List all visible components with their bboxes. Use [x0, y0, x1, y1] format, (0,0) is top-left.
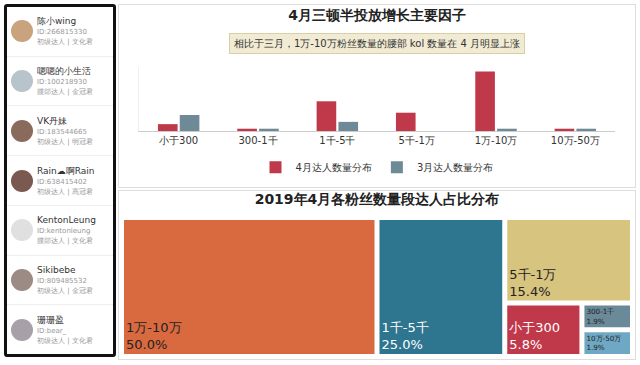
html-text:腰部达人 | 金冠君: 腰部达人 | 金冠君: [37, 88, 93, 97]
svg-text:1千-5千: 1千-5千: [319, 135, 355, 146]
html-text:VK丹妹: VK丹妹: [37, 115, 68, 126]
svg-text:4月三顿半投放增长主要因子: 4月三顿半投放增长主要因子: [288, 7, 466, 23]
html-text:KentonLeung: KentonLeung: [37, 215, 96, 226]
svg-text:300-1千: 300-1千: [238, 135, 277, 146]
svg-text:5千-1万: 5千-1万: [398, 135, 434, 146]
html-text:初级达人 | 高冠君: 初级达人 | 高冠君: [37, 187, 93, 196]
svg-text:300-1千1.9%: 300-1千1.9%: [586, 307, 614, 325]
html-text:嗯嗯的小生活: 嗯嗯的小生活: [37, 66, 91, 77]
svg-text:相比于三月，1万-10万粉丝数量的腰部 kol 数量在 4: 相比于三月，1万-10万粉丝数量的腰部 kol 数量在 4 月明显上涨: [234, 38, 520, 49]
svg-text:3月达人数量分布: 3月达人数量分布: [417, 162, 493, 173]
html-text:ID:266815330: ID:266815330: [37, 28, 87, 37]
html-text:珊珊盈: 珊珊盈: [37, 314, 64, 325]
svg-text:小于300: 小于300: [159, 135, 198, 146]
html-text:初级达人 | 金冠君: 初级达人 | 金冠君: [37, 287, 93, 295]
svg-text:1千-5千25.0%: 1千-5千25.0%: [382, 320, 429, 352]
svg-text:1万-10万: 1万-10万: [475, 135, 518, 146]
html-text:初级达人 | 文化君: 初级达人 | 文化君: [37, 336, 93, 345]
html-text:陈小wing: 陈小wing: [37, 16, 77, 27]
html-text:ID:183544665: ID:183544665: [37, 127, 87, 136]
svg-text:4月达人数量分布: 4月达人数量分布: [296, 162, 372, 173]
html-text:ID:bear_: ID:bear_: [37, 326, 67, 335]
html-text:Sikibebe: Sikibebe: [37, 265, 76, 275]
html-text:ID:638415402: ID:638415402: [37, 177, 87, 186]
html-text:Rain☁啊Rain: Rain☁啊Rain: [37, 165, 95, 176]
html-text:ID:kentonleung: ID:kentonleung: [37, 227, 91, 236]
html-text:ID:100218930: ID:100218930: [37, 78, 87, 87]
svg-text:1万-10万50.0%: 1万-10万50.0%: [126, 320, 182, 352]
svg-text:小于3005.8%: 小于3005.8%: [509, 320, 560, 352]
html-text:ID:809485532: ID:809485532: [37, 277, 87, 285]
html-text:腰部达人 | 文化君: 腰部达人 | 文化君: [37, 237, 93, 246]
svg-text:5千-1万15.4%: 5千-1万15.4%: [509, 267, 556, 299]
svg-text:10万-50万: 10万-50万: [551, 135, 600, 146]
svg-text:10万-50万1.9%: 10万-50万1.9%: [586, 334, 621, 352]
html-text:初级达人 | 明冠君: 初级达人 | 明冠君: [37, 137, 93, 146]
svg-text:2019年4月各粉丝数量段达人占比分布: 2019年4月各粉丝数量段达人占比分布: [255, 191, 500, 207]
html-text:初级达人 | 文化君: 初级达人 | 文化君: [37, 38, 93, 47]
